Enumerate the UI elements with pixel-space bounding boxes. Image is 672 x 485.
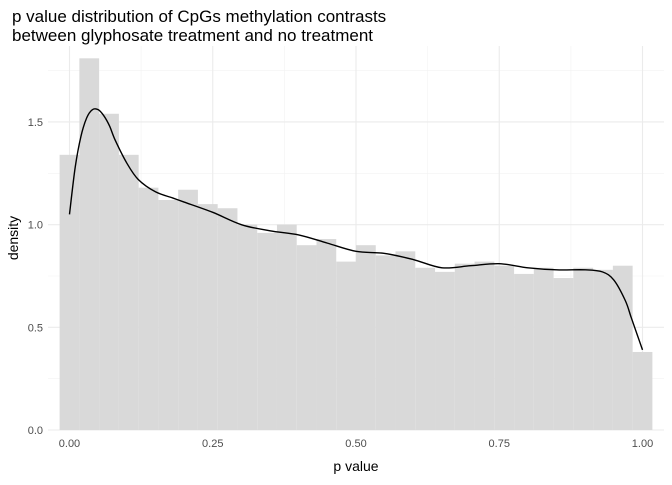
- histogram-bar: [632, 351, 653, 430]
- title-line: between glyphosate treatment and no trea…: [12, 26, 373, 45]
- histogram-bar: [375, 255, 396, 430]
- histogram-bar: [454, 263, 475, 430]
- histogram-bar: [197, 204, 218, 430]
- histogram-bar: [514, 273, 534, 430]
- density-curve: [68, 108, 644, 351]
- histogram-bar: [316, 239, 337, 430]
- histogram-bar: [138, 187, 159, 430]
- histogram-bar: [573, 267, 594, 430]
- histogram-bar: [99, 113, 119, 430]
- x-tick-label: 0.25: [202, 438, 223, 450]
- x-tick-label: 0.00: [59, 438, 80, 450]
- y-axis-tick-labels: 0.0 0.5 1.0 1.5: [28, 117, 43, 437]
- x-tick-label: 1.00: [632, 438, 653, 450]
- chart-title: p value distribution of CpGs methylation…: [12, 7, 386, 45]
- y-tick-label: 0.5: [28, 322, 43, 334]
- y-tick-label: 0.0: [28, 425, 43, 437]
- x-tick-label: 0.50: [345, 438, 366, 450]
- histogram-bar: [276, 224, 297, 430]
- y-tick-label: 1.0: [28, 220, 43, 232]
- title-line: p value distribution of CpGs methylation…: [12, 7, 386, 26]
- y-tick-label: 1.5: [28, 117, 43, 129]
- histogram-bar: [356, 245, 376, 430]
- histogram-bar: [593, 269, 613, 430]
- histogram-bar: [553, 278, 574, 430]
- histogram-bar: [178, 189, 198, 430]
- histogram-bar: [474, 261, 495, 430]
- histogram-bar: [494, 265, 515, 430]
- histogram-bar: [612, 265, 633, 430]
- histogram-bar: [296, 245, 317, 430]
- histogram-bars: [59, 58, 653, 430]
- histogram-bar: [217, 208, 238, 430]
- histogram-bar: [158, 200, 179, 430]
- histogram-bar: [59, 154, 80, 430]
- histogram-bar: [237, 224, 258, 430]
- histogram-bar: [336, 261, 356, 430]
- histogram-bar: [395, 251, 416, 430]
- histogram-bar: [435, 271, 455, 430]
- y-axis-title: density: [5, 216, 21, 260]
- histogram-bar: [533, 267, 554, 430]
- histogram-bar: [118, 154, 139, 430]
- histogram-bar: [79, 58, 100, 430]
- histogram-bar: [257, 232, 277, 430]
- x-axis-tick-labels: 0.00 0.25 0.50 0.75 1.00: [59, 438, 653, 450]
- histogram-bar: [415, 267, 436, 430]
- x-axis-title: p value: [333, 458, 378, 474]
- x-tick-label: 0.75: [489, 438, 510, 450]
